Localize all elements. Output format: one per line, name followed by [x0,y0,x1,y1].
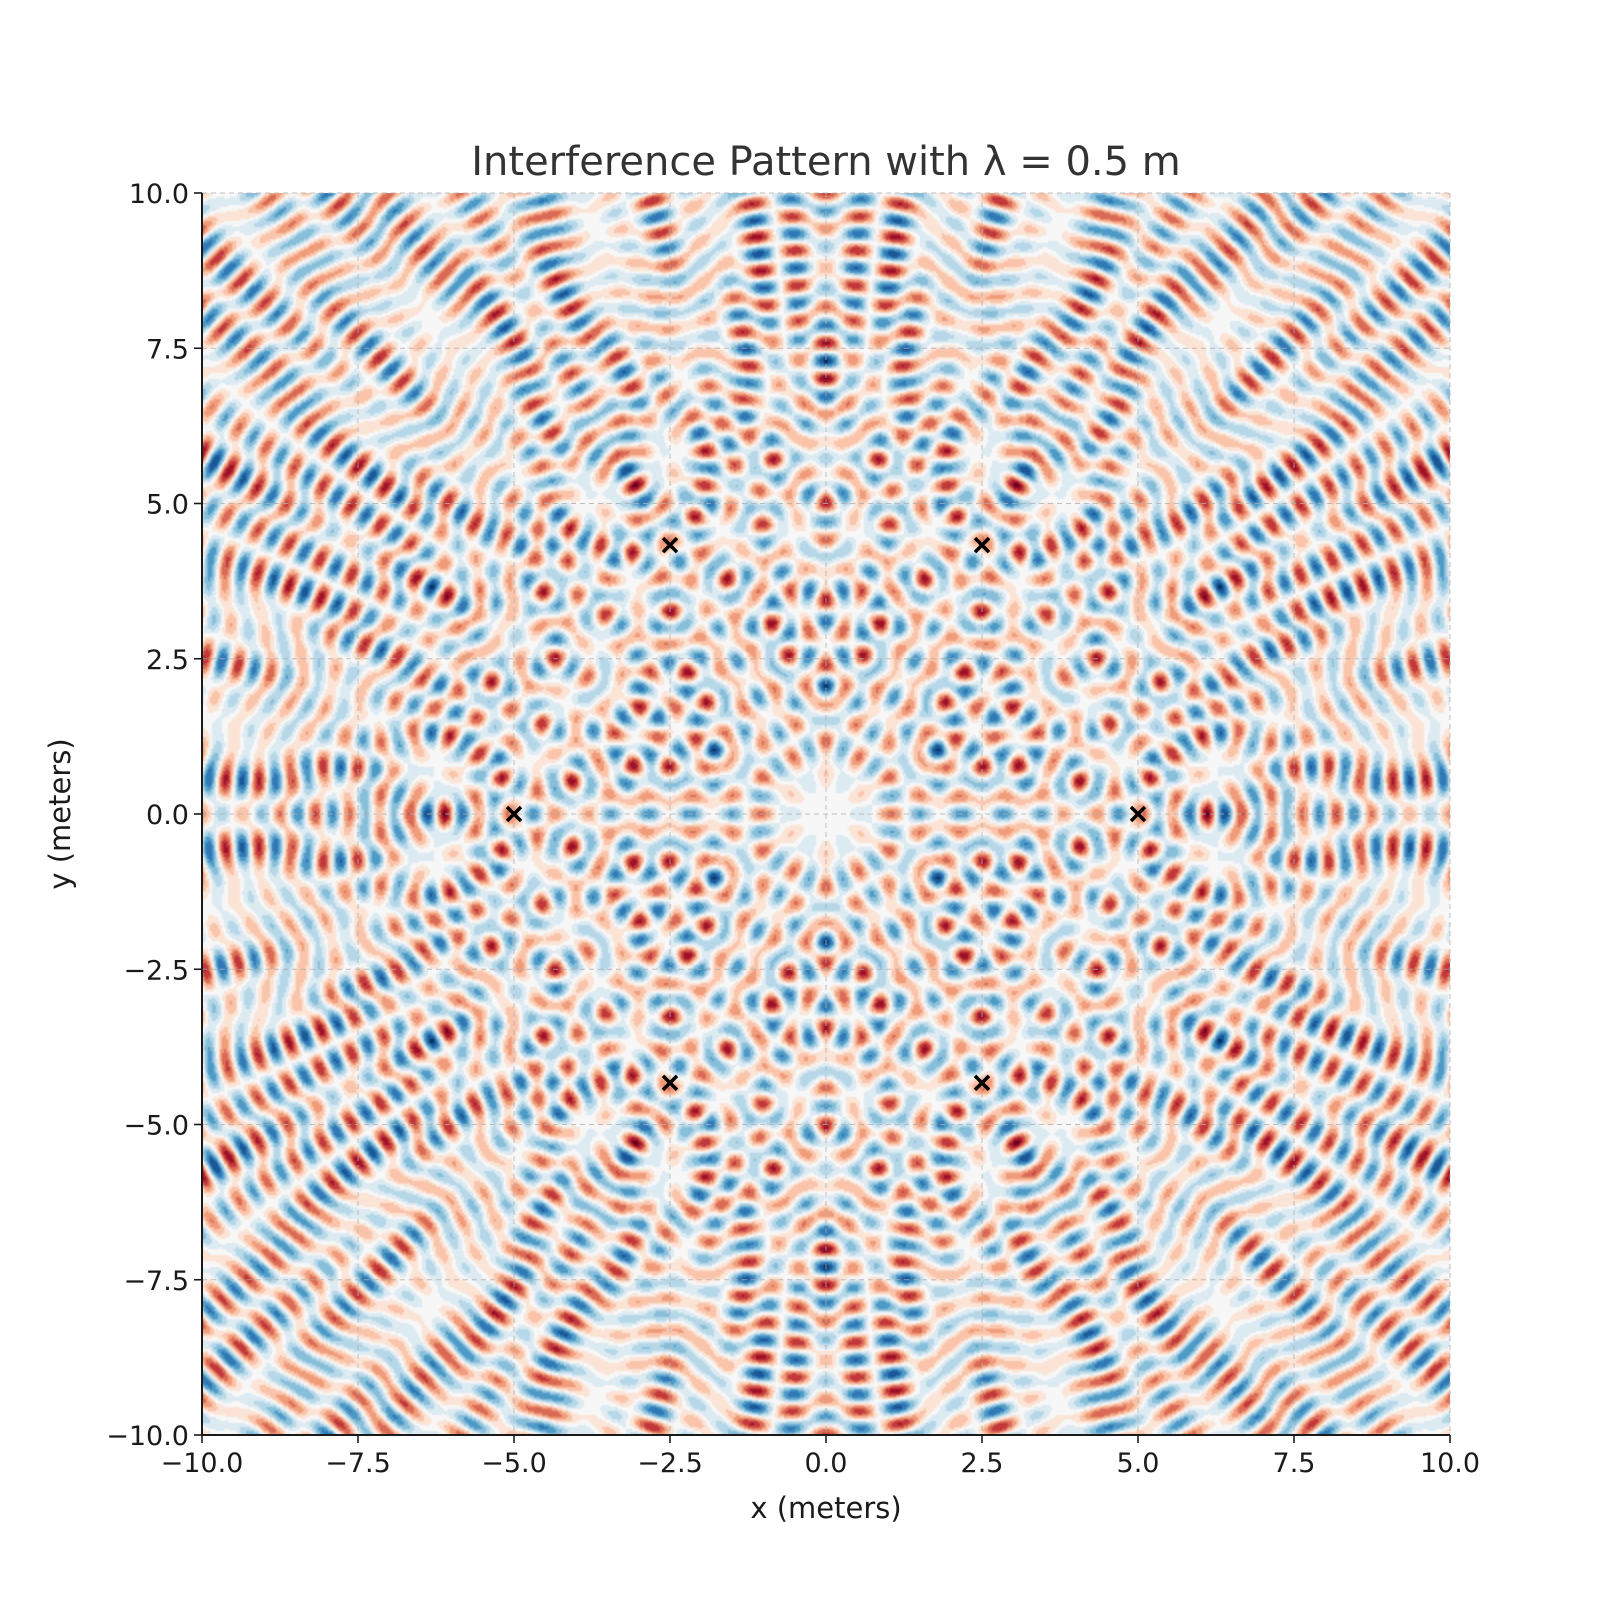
x-tick-label: 0.0 [805,1448,848,1479]
y-tick-label: 2.5 [146,645,189,676]
y-tick-label: −2.5 [123,955,189,986]
y-tick-label: −7.5 [123,1266,189,1297]
x-ticks: −10.0 −7.5 −5.0 −2.5 0.0 2.5 5.0 7.5 10.0 [161,1435,1480,1479]
source-marker [1129,805,1147,823]
x-tick-label: 2.5 [961,1448,1004,1479]
y-tick-label: 7.5 [146,334,189,365]
y-tick-label: 0.0 [146,800,189,831]
y-tick-label: −5.0 [123,1111,189,1142]
source-marker [661,1074,679,1092]
grid-lines [201,192,1451,1436]
source-marker [973,1074,991,1092]
x-tick-label: −5.0 [481,1448,547,1479]
x-axis-label: x (meters) [750,1491,901,1525]
source-marker [505,805,523,823]
source-markers [505,536,1147,1092]
x-tick-label: 5.0 [1117,1448,1160,1479]
y-tick-label: 10.0 [129,179,189,210]
x-tick-label: 7.5 [1273,1448,1316,1479]
y-axis-label: y (meters) [43,738,77,889]
x-tick-label: −7.5 [325,1448,391,1479]
x-tick-label: −10.0 [161,1448,244,1479]
y-tick-label: −10.0 [106,1421,189,1452]
x-tick-label: −2.5 [637,1448,703,1479]
source-marker [973,536,991,554]
chart-title: Interference Pattern with λ = 0.5 m [471,139,1181,185]
y-tick-label: 5.0 [146,490,189,521]
source-marker [661,536,679,554]
y-ticks: −10.0 −7.5 −5.0 −2.5 0.0 2.5 5.0 7.5 10.0 [106,179,202,1452]
x-tick-label: 10.0 [1420,1448,1480,1479]
